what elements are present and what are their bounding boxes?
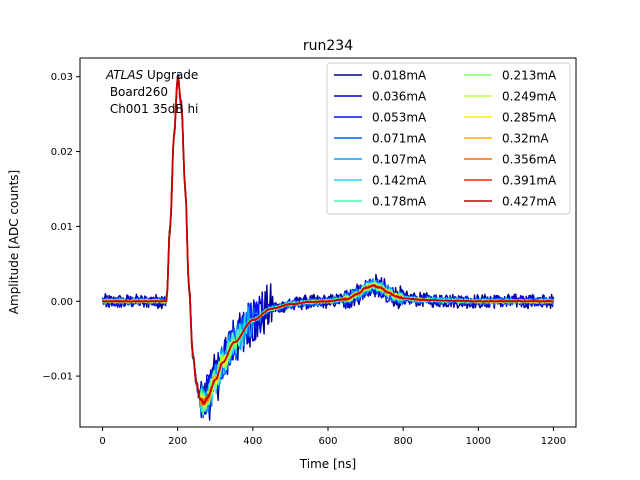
x-tick-label: 600 <box>318 436 337 447</box>
legend-label: 0.391mA <box>502 174 557 188</box>
legend: 0.018mA 0.036mA 0.053mA 0.071mA 0.107mA 0.142… <box>326 62 571 215</box>
x-axis-label: Time [ns] <box>299 457 356 471</box>
atlas-annotation: ATLAS Upgrade Board260 Ch001 35dB hi <box>105 68 198 116</box>
x-tick-label: 800 <box>394 436 413 447</box>
annotation-line1: ATLAS Upgrade <box>105 68 198 82</box>
annotation-upgrade: Upgrade <box>143 68 198 82</box>
legend-label: 0.142mA <box>372 174 427 188</box>
legend-label: 0.178mA <box>372 195 427 209</box>
x-tick-label: 400 <box>243 436 262 447</box>
x-tick-label: 1200 <box>541 436 566 447</box>
legend-label: 0.071mA <box>372 132 427 146</box>
x-axis: 0 200 400 600 800 1000 1200 <box>99 427 566 447</box>
series-layer <box>101 73 555 421</box>
legend-label: 0.107mA <box>372 153 427 167</box>
y-axis: −0.01 0.00 0.01 0.02 0.03 <box>42 72 80 383</box>
x-tick-label: 200 <box>168 436 187 447</box>
y-tick-label: 0.00 <box>51 297 73 308</box>
annotation-line2: Board260 <box>106 85 168 99</box>
legend-label: 0.427mA <box>502 195 557 209</box>
y-tick-label: 0.03 <box>51 72 73 83</box>
legend-box <box>326 62 571 215</box>
y-axis-label: Amplitude [ADC counts] <box>7 170 21 314</box>
x-tick-label: 0 <box>99 436 105 447</box>
legend-label: 0.32mA <box>502 132 549 146</box>
legend-label: 0.018mA <box>372 69 427 83</box>
legend-label: 0.053mA <box>372 111 427 125</box>
y-tick-label: −0.01 <box>42 372 73 383</box>
annotation-atlas: ATLAS <box>105 68 144 82</box>
y-tick-label: 0.01 <box>51 222 73 233</box>
x-tick-label: 1000 <box>466 436 491 447</box>
annotation-line3: Ch001 35dB hi <box>106 102 198 116</box>
legend-label: 0.036mA <box>372 90 427 104</box>
legend-label: 0.285mA <box>502 111 557 125</box>
series-line <box>102 76 554 405</box>
y-tick-label: 0.02 <box>51 147 73 158</box>
legend-label: 0.356mA <box>502 153 557 167</box>
chart-title: run234 <box>303 38 353 54</box>
legend-label: 0.249mA <box>502 90 557 104</box>
legend-label: 0.213mA <box>502 69 557 83</box>
